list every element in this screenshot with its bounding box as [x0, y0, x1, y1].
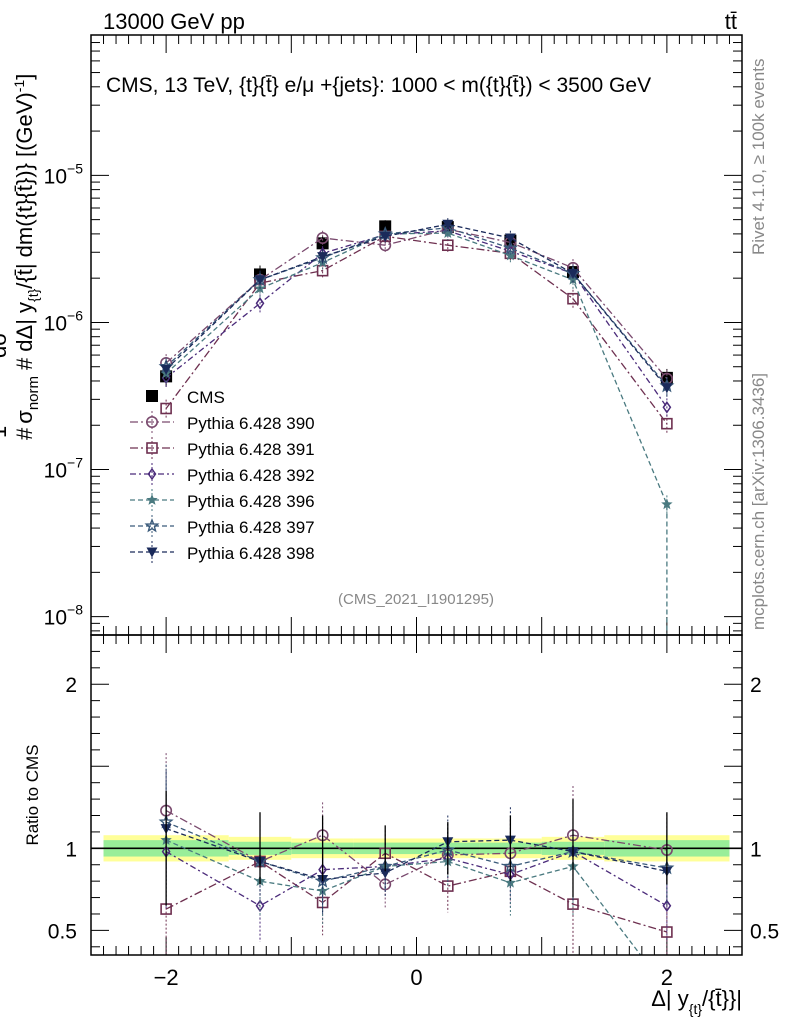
main-line-6 [165, 223, 668, 389]
main-point-6-2 [317, 252, 329, 263]
ratio-line-3 [165, 839, 642, 956]
legend-label-0: CMS [187, 388, 225, 407]
ylabel-frac-2: dσ [0, 332, 11, 358]
ylabel-exp: -1 [11, 80, 27, 93]
xlabel-sub: {t} [689, 1001, 703, 1017]
ratio-ytick-label-left-0: 0.5 [48, 920, 77, 943]
legend-marker-4 [146, 494, 158, 505]
main-point-2-2 [316, 264, 329, 277]
main-point-5-5 [502, 240, 518, 255]
ylabel-sub: {t} [25, 288, 41, 302]
legend-marker-6 [146, 547, 158, 558]
legend-label-5: Pythia 6.428 397 [187, 518, 315, 537]
rivet-label: Rivet 4.1.0, ≥ 100k events [749, 59, 768, 255]
main-axis-ticks: 10−5 10−6 10−7 10−8 [44, 34, 742, 635]
main-ytick-label-3: 10−8 [44, 602, 84, 630]
main-point-3-1 [255, 296, 265, 310]
legend-label-3: Pythia 6.428 392 [187, 466, 315, 485]
mcplots-label: mcplots.cern.ch [arXiv:1306.3436] [749, 373, 768, 630]
main-point-2-7 [661, 417, 673, 430]
ylabel-norm: norm [25, 376, 42, 410]
main-point-6-7 [661, 383, 673, 394]
ratio-ytick-label-left-2: 2 [65, 674, 77, 697]
ratio-point-5-3 [379, 868, 391, 879]
xtick-label-1: 0 [410, 965, 422, 990]
ylabel-dfrac: dΔ| y [12, 302, 37, 352]
analysis-id: (CMS_2021_I1901295) [338, 591, 494, 608]
ratio-line-4 [165, 821, 668, 882]
main-point-6-5 [504, 233, 516, 244]
main-point-4-4 [442, 227, 454, 238]
ylabel-hash: # [12, 427, 37, 440]
legend-label-4: Pythia 6.428 396 [187, 492, 315, 511]
main-point-6-6 [567, 269, 579, 280]
main-point-2-4 [441, 239, 454, 252]
ylabel-close: ] [12, 74, 37, 80]
legend-marker-5 [144, 518, 160, 533]
main-line-3 [165, 230, 668, 408]
main-line-1 [165, 228, 668, 380]
legend-marker-1 [146, 415, 159, 428]
header-process: 13000 GeV pp [103, 9, 245, 34]
main-ytick-label-1: 10−6 [44, 307, 84, 335]
legend-label-6: Pythia 6.428 398 [187, 544, 315, 563]
main-point-4-6 [567, 273, 579, 285]
main-y-axis-title: # σnorm # dΔ| y{t}/{t̄| dm({t}{t̄})} [(GeV)… [0, 74, 42, 440]
ratio-bands [91, 835, 742, 862]
header-final-state: tt̄ [725, 9, 737, 34]
main-point-6-0 [160, 364, 172, 375]
ratio-ytick-label-right-0: 0.5 [750, 920, 779, 943]
xtick-label-2: 2 [661, 965, 673, 990]
main-point-4-5 [504, 249, 517, 261]
ratio-series [158, 753, 675, 956]
ylabel-tail-2: | dm({t}{t̄})} [(GeV) [12, 92, 37, 269]
ratio-line-1 [165, 852, 668, 933]
main-point-4-7 [661, 498, 673, 510]
legend-marker-3 [147, 467, 157, 481]
ylabel-sigma: σ [12, 410, 37, 424]
ratio-y-axis-title: Ratio to CMS [23, 744, 42, 845]
main-point-2-0 [160, 402, 172, 415]
ratio-point-2-7 [662, 899, 672, 913]
xlabel-tail: /{t̄}}| [702, 986, 742, 1011]
main-point-3-7 [662, 400, 672, 414]
main-point-6-1 [254, 275, 266, 286]
legend-label-1: Pythia 6.428 390 [187, 414, 315, 433]
xtick-label-0: −2 [154, 965, 179, 990]
legend-marker-2 [146, 442, 158, 454]
svg-text:#σnorm#dΔ| y{t}/{t̄| dm({t}{t̄: # σnorm # dΔ| y{t}/{t̄| dm({t}{t̄})} [(GeV)… [11, 74, 42, 440]
main-point-2-6 [567, 292, 579, 305]
main-line-2 [165, 235, 668, 425]
ratio-ytick-label-right-1: 1 [750, 838, 762, 861]
ylabel-hash-2: # [12, 357, 37, 370]
chart-title: CMS, 13 TeV, {t}{t̄} e/μ +{jets}: 1000 <… [106, 74, 651, 97]
ratio-cms-errors [165, 790, 668, 906]
main-point-1-2 [316, 232, 329, 245]
main-ytick-label-0: 10−5 [44, 160, 84, 188]
legend: CMS Pythia 6.428 390 Pythia 6.428 391 Pythi… [130, 388, 315, 563]
xlabel-main: Δ| y [651, 986, 689, 1011]
ratio-ytick-label-right-2: 2 [750, 674, 762, 697]
main-point-6-4 [442, 219, 454, 230]
ylabel-frac-1: 1 [0, 426, 11, 438]
ratio-point-3-2 [316, 885, 329, 896]
ratio-ytick-label-left-1: 1 [65, 838, 77, 861]
ratio-plot-frame [90, 634, 743, 956]
main-series [158, 218, 675, 635]
legend-label-2: Pythia 6.428 391 [187, 440, 315, 459]
main-point-6-3 [379, 231, 391, 242]
ratio-axis-ticks: 0.5 0.5 1 1 2 2 −2 0 2 [48, 635, 779, 990]
legend-marker-0 [146, 390, 158, 402]
main-series-6 [160, 218, 673, 399]
ylabel-tail: /{t̄ [12, 269, 37, 289]
x-axis-title: Δ| y{t}/{t̄}}| [651, 986, 742, 1017]
main-ytick-label-2: 10−7 [44, 455, 84, 483]
